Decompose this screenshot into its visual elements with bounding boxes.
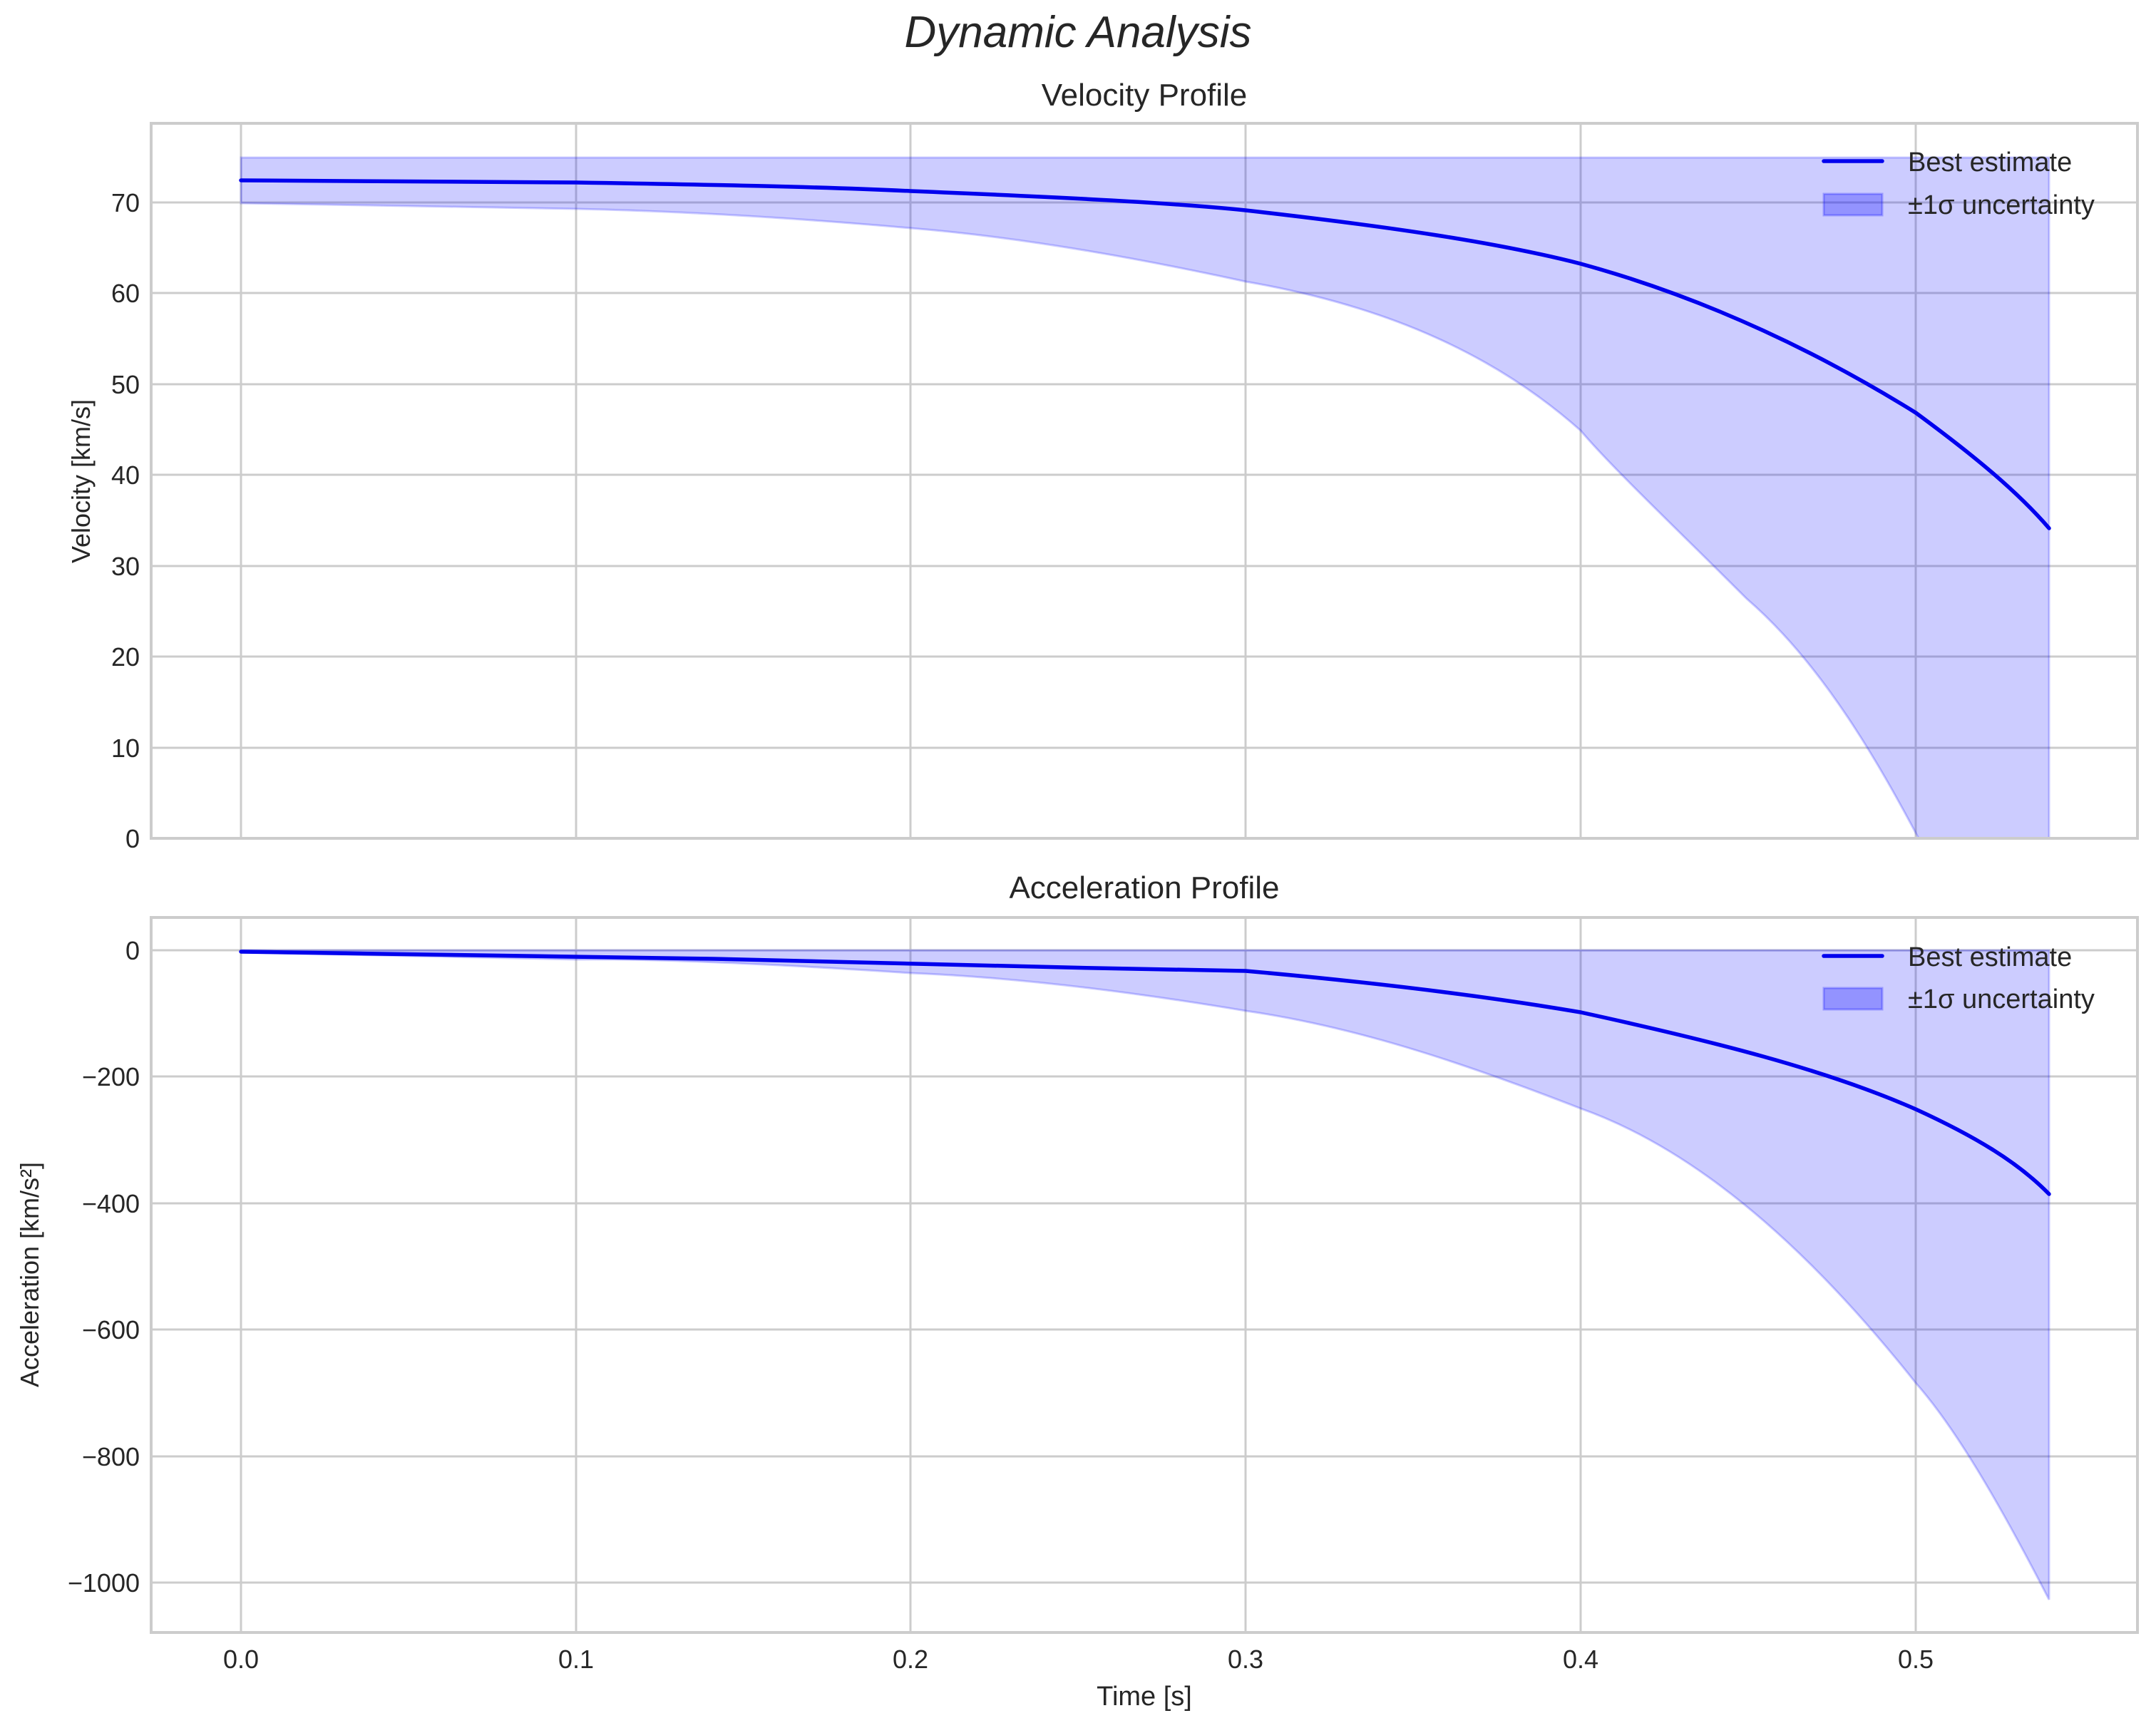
velocity-best-estimate-line bbox=[239, 178, 2051, 530]
acceleration-axes: Acceleration Profile 0 −200 −400 −600 −8… bbox=[15, 870, 2139, 1712]
ytick-label: 10 bbox=[111, 734, 140, 763]
velocity-legend: Best estimate ±1σ uncertainty bbox=[1822, 148, 2095, 220]
ytick-label: 30 bbox=[111, 552, 140, 581]
legend-band-swatch bbox=[1822, 987, 1884, 1011]
acceleration-ylabel: Acceleration [km/s²] bbox=[15, 1162, 44, 1387]
ytick-label: 0 bbox=[125, 824, 140, 853]
ytick-label: 40 bbox=[111, 461, 140, 490]
acceleration-uncertainty-band bbox=[240, 949, 2050, 1600]
legend-label-best: Best estimate bbox=[1908, 942, 2072, 972]
ytick-label: −400 bbox=[82, 1189, 140, 1218]
ytick-label: −600 bbox=[82, 1315, 140, 1344]
legend-band-swatch bbox=[1822, 192, 1884, 217]
ytick-label: 0 bbox=[125, 936, 140, 965]
ytick-label: 50 bbox=[111, 370, 140, 399]
xtick-label: 0.3 bbox=[1228, 1645, 1263, 1674]
acceleration-axes-frame bbox=[150, 916, 2139, 1634]
xtick-label: 0.1 bbox=[558, 1645, 594, 1674]
velocity-uncertainty-band bbox=[240, 156, 2050, 840]
figure-title: Dynamic Analysis bbox=[904, 8, 1252, 57]
ytick-label: 70 bbox=[111, 188, 140, 217]
ytick-label: −800 bbox=[82, 1442, 140, 1471]
xticks: 0.0 0.1 0.2 0.3 0.4 0.5 bbox=[223, 1645, 1934, 1674]
acceleration-yticks: 0 −200 −400 −600 −800 −1000 bbox=[68, 936, 140, 1598]
legend-label-best: Best estimate bbox=[1908, 148, 2072, 178]
acceleration-title: Acceleration Profile bbox=[1009, 870, 1279, 905]
legend-label-band: ±1σ uncertainty bbox=[1908, 190, 2095, 220]
ytick-label: −200 bbox=[82, 1062, 140, 1091]
ytick-label: 60 bbox=[111, 279, 140, 308]
xtick-label: 0.4 bbox=[1563, 1645, 1598, 1674]
velocity-grid bbox=[151, 123, 2137, 838]
ytick-label: −1000 bbox=[68, 1568, 140, 1598]
velocity-title: Velocity Profile bbox=[1042, 78, 1248, 113]
velocity-axes-frame bbox=[150, 122, 2139, 840]
acceleration-best-estimate-line bbox=[239, 950, 2051, 1196]
xtick-label: 0.2 bbox=[893, 1645, 928, 1674]
xtick-label: 0.5 bbox=[1898, 1645, 1934, 1674]
acceleration-legend: Best estimate ±1σ uncertainty bbox=[1822, 942, 2095, 1014]
velocity-ylabel: Velocity [km/s] bbox=[66, 399, 96, 563]
x-axis-label: Time [s] bbox=[1097, 1682, 1192, 1712]
ytick-label: 20 bbox=[111, 642, 140, 672]
velocity-yticks: 0 10 20 30 40 50 60 70 bbox=[111, 188, 140, 853]
velocity-axes: Velocity Profile 0 10 20 bbox=[66, 78, 2139, 853]
legend-label-band: ±1σ uncertainty bbox=[1908, 984, 2095, 1014]
xtick-label: 0.0 bbox=[223, 1645, 259, 1674]
acceleration-grid bbox=[151, 917, 2137, 1632]
